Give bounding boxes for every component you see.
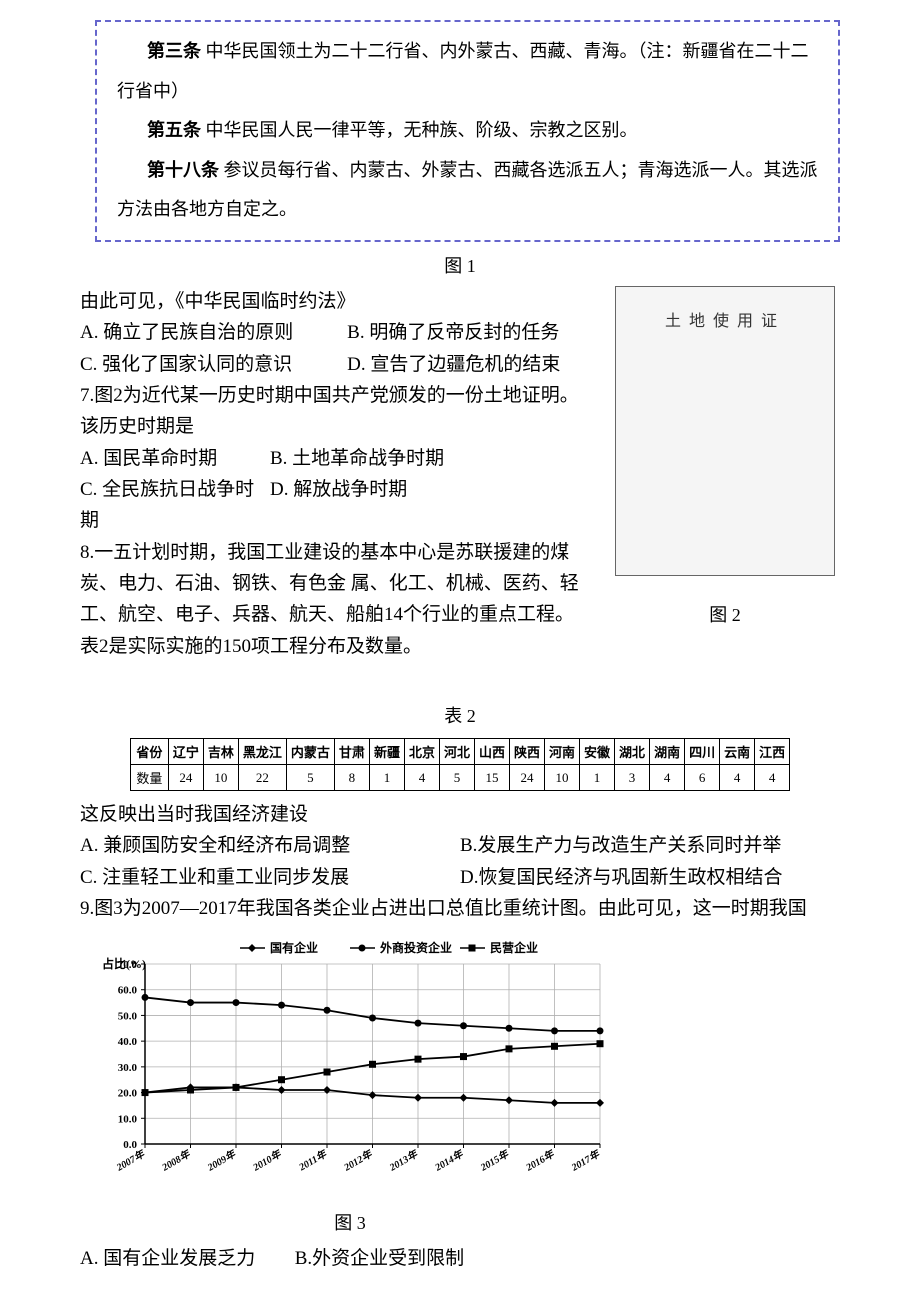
svg-text:2007年: 2007年 [114, 1148, 149, 1175]
table-2-value: 4 [650, 765, 685, 791]
q6-intro: 由此可见，《中华民国临时约法》 [80, 286, 590, 317]
svg-text:2015年: 2015年 [478, 1148, 513, 1175]
table-2-province: 山西 [474, 739, 509, 765]
table-2-province: 北京 [404, 739, 439, 765]
article-18: 第十八条 参议员每行省、内蒙古、外蒙古、西藏各选派五人；青海选派一人。其选派方法… [117, 151, 818, 230]
q9-option-a: A. 国有企业发展乏力 [80, 1243, 290, 1274]
q9-option-b: B.外资企业受到限制 [295, 1248, 464, 1269]
table-2-value: 1 [369, 765, 404, 791]
svg-text:70.0: 70.0 [118, 959, 138, 971]
table-2: 省份辽宁吉林黑龙江内蒙古甘肃新疆北京河北山西陕西河南安徽湖北湖南四川云南江西 数… [130, 738, 790, 791]
q7-text: 7.图2为近代某一历史时期中国共产党颁发的一份土地证明。该历史时期是 [80, 380, 590, 443]
table-2-value: 4 [404, 765, 439, 791]
table-2-province: 江西 [755, 739, 790, 765]
table-2-province: 湖北 [615, 739, 650, 765]
table-2-value: 4 [755, 765, 790, 791]
svg-text:2008年: 2008年 [159, 1148, 194, 1175]
q8-option-c: C. 注重轻工业和重工业同步发展 [80, 862, 460, 893]
article-3-text: 中华民国领土为二十二行省、内外蒙古、西藏、青海。（注：新疆省在二十二行省中） [117, 41, 809, 101]
table-2-header-label: 省份 [130, 739, 168, 765]
article-3-label: 第三条 [147, 41, 201, 61]
q6-option-d: D. 宣告了边疆危机的结束 [347, 349, 590, 380]
q6-option-b: B. 明确了反帝反封的任务 [347, 317, 590, 348]
q6-option-c: C. 强化了国家认同的意识 [80, 349, 347, 380]
q8-option-b: B.发展生产力与改造生产关系同时并举 [460, 830, 840, 861]
table-2-province: 湖南 [650, 739, 685, 765]
svg-text:2017年: 2017年 [569, 1148, 604, 1175]
table-2-value: 5 [439, 765, 474, 791]
article-3: 第三条 中华民国领土为二十二行省、内外蒙古、西藏、青海。（注：新疆省在二十二行省… [117, 32, 818, 111]
table-2-value: 6 [685, 765, 720, 791]
table-2-value: 24 [510, 765, 545, 791]
svg-text:民营企业: 民营企业 [490, 940, 538, 955]
q8-followup: 这反映出当时我国经济建设 [80, 799, 840, 830]
svg-text:10.0: 10.0 [118, 1114, 138, 1126]
article-18-label: 第十八条 [147, 160, 219, 180]
table-2-value: 15 [474, 765, 509, 791]
table-2-province: 陕西 [510, 739, 545, 765]
table-2-province: 河南 [545, 739, 580, 765]
svg-text:2010年: 2010年 [250, 1148, 285, 1175]
table-2-province: 新疆 [369, 739, 404, 765]
table-2-province: 云南 [720, 739, 755, 765]
figure-1-caption: 图 1 [0, 252, 920, 278]
table-2-value: 5 [286, 765, 334, 791]
q7-option-d: D. 解放战争时期 [270, 474, 407, 537]
table-2-province: 四川 [685, 739, 720, 765]
q7-option-b: B. 土地革命战争时期 [270, 443, 444, 474]
article-5-label: 第五条 [147, 120, 201, 140]
table-2-row-label: 数量 [130, 765, 168, 791]
q8-option-a: A. 兼顾国防安全和经济布局调整 [80, 830, 460, 861]
svg-text:50.0: 50.0 [118, 1011, 138, 1023]
svg-text:2011年: 2011年 [296, 1148, 330, 1175]
table-2-province: 内蒙古 [286, 739, 334, 765]
table-2-caption: 表 2 [0, 702, 920, 728]
figure-3-caption: 图 3 [80, 1209, 620, 1235]
svg-text:2012年: 2012年 [341, 1148, 376, 1175]
table-2-province: 安徽 [580, 739, 615, 765]
law-excerpt-box: 第三条 中华民国领土为二十二行省、内外蒙古、西藏、青海。（注：新疆省在二十二行省… [95, 20, 840, 242]
table-2-province: 黑龙江 [238, 739, 286, 765]
q8-option-d: D.恢复国民经济与巩固新生政权相结合 [460, 862, 840, 893]
svg-text:20.0: 20.0 [118, 1088, 138, 1100]
table-2-value: 10 [203, 765, 238, 791]
figure-2-caption: 图 2 [610, 601, 840, 627]
article-18-text: 参议员每行省、内蒙古、外蒙古、西藏各选派五人；青海选派一人。其选派方法由各地方自… [117, 160, 818, 220]
table-2-province: 辽宁 [168, 739, 203, 765]
svg-text:60.0: 60.0 [118, 985, 138, 997]
table-2-value: 10 [545, 765, 580, 791]
table-2-value: 8 [334, 765, 369, 791]
table-2-province: 吉林 [203, 739, 238, 765]
figure-2-image [615, 286, 835, 576]
q6-option-a: A. 确立了民族自治的原则 [80, 317, 347, 348]
table-2-value: 22 [238, 765, 286, 791]
svg-text:2013年: 2013年 [387, 1148, 422, 1175]
table-2-value: 4 [720, 765, 755, 791]
article-5: 第五条 中华民国人民一律平等，无种族、阶级、宗教之区别。 [117, 111, 818, 151]
table-2-value: 24 [168, 765, 203, 791]
svg-text:2009年: 2009年 [205, 1148, 240, 1175]
svg-text:40.0: 40.0 [118, 1037, 138, 1049]
svg-text:外商投资企业: 外商投资企业 [380, 940, 452, 955]
q7-option-a: A. 国民革命时期 [80, 443, 270, 474]
table-2-province: 河北 [439, 739, 474, 765]
svg-text:0.0: 0.0 [123, 1139, 137, 1151]
svg-text:30.0: 30.0 [118, 1062, 138, 1074]
q7-option-c: C. 全民族抗日战争时期 [80, 474, 270, 537]
table-2-province: 甘肃 [334, 739, 369, 765]
svg-text:国有企业: 国有企业 [270, 940, 318, 955]
q8-text: 8.一五计划时期，我国工业建设的基本中心是苏联援建的煤炭、电力、石油、钢铁、有色… [80, 537, 590, 662]
svg-text:2014年: 2014年 [432, 1148, 467, 1175]
q9-text: 9.图3为2007—2017年我国各类企业占进出口总值比重统计图。由此可见，这一… [80, 893, 840, 924]
figure-3-chart: 国有企业外商投资企业民营企业占比(%)0.010.020.030.040.050… [80, 934, 620, 1199]
table-2-value: 3 [615, 765, 650, 791]
article-5-text: 中华民国人民一律平等，无种族、阶级、宗教之区别。 [206, 120, 638, 140]
svg-text:2016年: 2016年 [523, 1148, 558, 1175]
table-2-value: 1 [580, 765, 615, 791]
